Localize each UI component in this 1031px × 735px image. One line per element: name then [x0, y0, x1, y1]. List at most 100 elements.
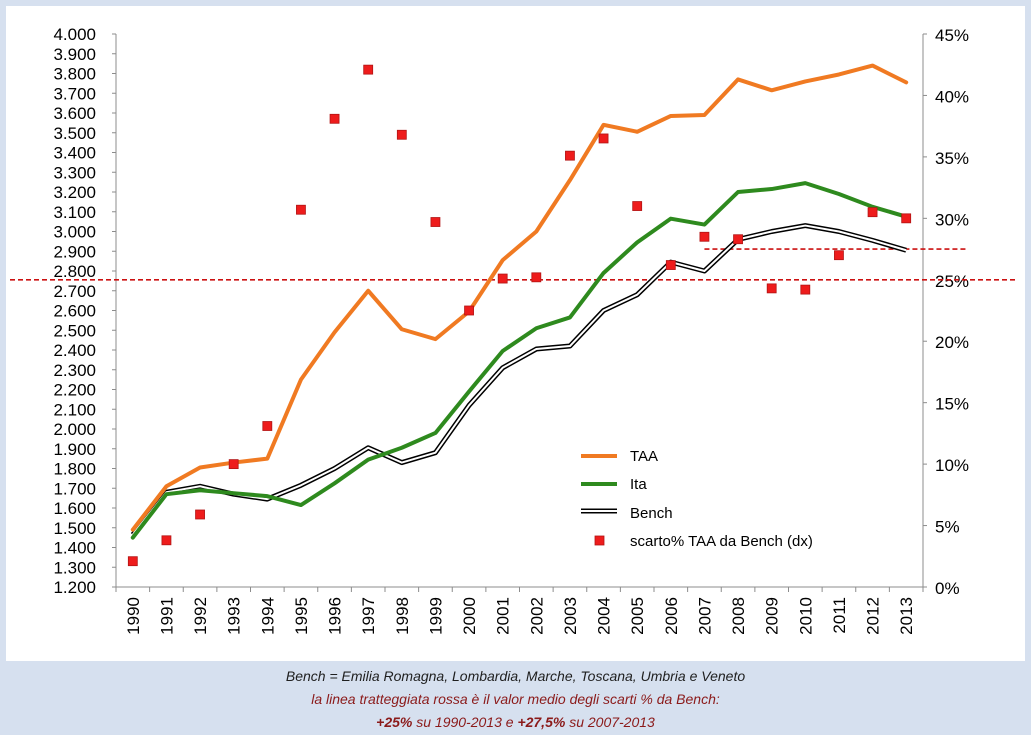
- x-axis-tick-label: 2009: [763, 597, 782, 635]
- legend-label-taa: TAA: [630, 448, 658, 465]
- left-axis-tick-label: 2.600: [53, 302, 96, 321]
- caption-value-2007-2013: +27,5%: [517, 714, 566, 730]
- scarto-marker: [228, 459, 239, 470]
- left-axis-tick-label: 2.300: [53, 361, 96, 380]
- left-axis-tick-label: 1.600: [53, 499, 96, 518]
- scarto-marker: [901, 213, 912, 224]
- scarto-marker: [766, 283, 777, 294]
- x-axis-tick-label: 2010: [796, 597, 815, 635]
- x-axis-tick-label: 2006: [662, 597, 681, 635]
- x-axis-tick-label: 1991: [157, 597, 176, 635]
- scarto-marker: [699, 231, 710, 242]
- scarto-marker: [565, 150, 575, 161]
- legend-label-bench: Bench: [630, 505, 673, 522]
- x-axis-tick-label: 1999: [426, 597, 445, 635]
- scarto-marker: [262, 421, 273, 431]
- line-chart: 4.0003.9003.8003.7003.6003.5003.4003.300…: [10, 25, 1015, 635]
- right-axis-tick-label: 10%: [935, 456, 969, 475]
- right-axis-tick-label: 25%: [935, 272, 969, 291]
- left-axis-tick-label: 1.500: [53, 519, 96, 538]
- x-axis-tick-label: 2008: [729, 597, 748, 635]
- left-axis-tick-label: 2.800: [53, 262, 96, 281]
- legend-box: [516, 440, 919, 580]
- caption-bench-definition: Bench = Emilia Romagna, Lombardia, March…: [285, 668, 746, 684]
- x-axis-tick-label: 1992: [191, 597, 210, 635]
- series-line-ita: [130, 181, 909, 540]
- right-axis-tick-label: 15%: [935, 395, 969, 414]
- right-axis-tick-label: 0%: [935, 579, 960, 598]
- right-axis-tick-label: 20%: [935, 333, 969, 352]
- x-axis-tick-label: 2012: [864, 597, 883, 635]
- left-axis-tick-label: 1.900: [53, 440, 96, 459]
- x-axis-tick-label: 1997: [359, 597, 378, 635]
- left-axis-tick-label: 2.500: [53, 321, 96, 340]
- x-axis-tick-label: 1995: [292, 597, 311, 635]
- right-axis-tick-label: 40%: [935, 87, 969, 106]
- left-axis-tick-label: 1.700: [53, 479, 96, 498]
- caption-value-1990-2013: +25%: [376, 714, 413, 730]
- scarto-marker: [497, 273, 508, 284]
- caption-text-1: su 1990-2013 e: [412, 714, 518, 730]
- left-axis-tick-label: 4.000: [53, 25, 96, 44]
- right-axis-tick-label: 45%: [935, 26, 969, 45]
- caption-averages: +25% su 1990-2013 e +27,5% su 2007-2013: [0, 712, 1031, 732]
- x-axis-tick-label: 1998: [393, 597, 412, 635]
- scarto-marker: [296, 204, 306, 215]
- x-axis-tick-label: 2001: [494, 597, 513, 635]
- scarto-marker: [127, 556, 138, 567]
- left-axis-tick-label: 1.400: [53, 539, 96, 558]
- caption-text-2: su 2007-2013: [565, 714, 655, 730]
- left-axis-tick-label: 3.100: [53, 203, 96, 222]
- x-axis-tick-label: 2000: [460, 597, 479, 635]
- scarto-marker: [430, 217, 441, 227]
- left-axis-tick-label: 3.600: [53, 104, 96, 123]
- left-axis-tick-label: 1.200: [53, 578, 96, 597]
- left-axis-tick-label: 1.800: [53, 460, 96, 479]
- x-axis-tick-label: 1996: [326, 597, 345, 635]
- right-axis-tick-label: 30%: [935, 210, 969, 229]
- left-axis-tick-label: 3.500: [53, 124, 96, 143]
- left-axis-tick-label: 3.400: [53, 144, 96, 163]
- scarto-marker: [531, 272, 542, 283]
- right-axis-tick-label: 35%: [935, 149, 969, 168]
- x-axis-tick-label: 2007: [695, 597, 714, 635]
- legend-swatch-scarto: [594, 535, 605, 546]
- left-axis-tick-label: 1.300: [53, 558, 96, 577]
- scarto-marker: [834, 250, 844, 261]
- scarto-marker: [195, 509, 205, 520]
- scarto-marker: [598, 133, 609, 144]
- scarto-marker: [733, 234, 743, 245]
- left-axis-tick-label: 3.800: [53, 65, 96, 84]
- x-axis-tick-label: 1990: [124, 597, 143, 635]
- scarto-marker: [161, 535, 172, 546]
- scarto-marker: [867, 207, 878, 218]
- left-axis-tick-label: 3.900: [53, 45, 96, 64]
- series-line-bench-inner: [132, 224, 907, 536]
- left-axis-tick-label: 2.200: [53, 381, 96, 400]
- x-axis-tick-label: 2004: [595, 597, 614, 635]
- x-axis-tick-label: 1994: [258, 597, 277, 635]
- x-axis-tick-label: 2011: [830, 597, 849, 634]
- x-axis-tick-label: 2005: [628, 597, 647, 635]
- x-axis-tick-label: 1993: [225, 597, 244, 635]
- caption-dashed-line-note: la linea tratteggiata rossa è il valor m…: [311, 691, 720, 707]
- left-axis-tick-label: 2.400: [53, 341, 96, 360]
- scarto-marker: [396, 129, 407, 140]
- left-axis-tick-label: 3.300: [53, 163, 96, 182]
- left-axis-tick-label: 2.000: [53, 420, 96, 439]
- scarto-marker: [632, 201, 643, 211]
- left-axis-tick-label: 2.700: [53, 282, 96, 301]
- series-line-taa: [130, 63, 909, 532]
- x-axis-tick-label: 2013: [897, 597, 916, 635]
- x-axis-tick-label: 2003: [561, 597, 580, 635]
- x-axis-tick-label: 2002: [527, 597, 546, 635]
- scarto-marker: [329, 113, 340, 124]
- left-axis-tick-label: 3.200: [53, 183, 96, 202]
- scarto-marker: [800, 284, 811, 295]
- left-axis-tick-label: 2.900: [53, 242, 96, 261]
- right-axis-tick-label: 5%: [935, 518, 960, 537]
- legend-label-scarto: scarto% TAA da Bench (dx): [630, 533, 813, 550]
- legend-label-ita: Ita: [630, 476, 647, 493]
- left-axis-tick-label: 3.000: [53, 223, 96, 242]
- scarto-marker: [363, 64, 374, 75]
